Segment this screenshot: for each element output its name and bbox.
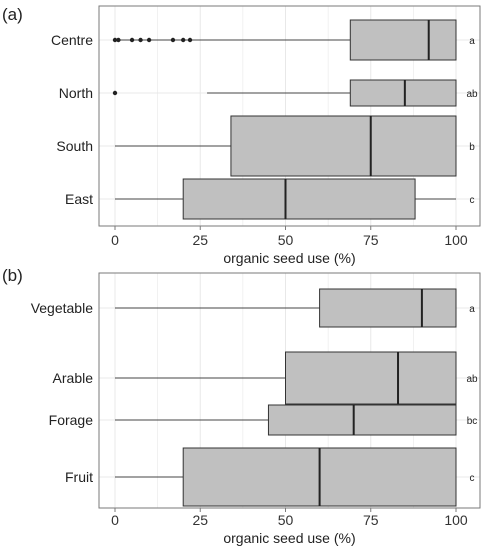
box-iqr bbox=[182, 178, 416, 220]
significance-letter: a bbox=[469, 304, 475, 315]
box-iqr bbox=[349, 79, 457, 107]
category-label: East bbox=[65, 191, 93, 207]
significance-letter: bc bbox=[467, 416, 478, 427]
panel-label: (b) bbox=[2, 266, 23, 285]
significance-letter: c bbox=[470, 195, 475, 206]
box-iqr bbox=[230, 115, 457, 177]
tick-label: 25 bbox=[192, 232, 208, 248]
tick-label: 75 bbox=[363, 512, 379, 528]
category-label: South bbox=[56, 138, 93, 154]
outlier-point bbox=[129, 37, 135, 43]
category-label: Centre bbox=[51, 32, 93, 48]
x-axis-title: organic seed use (%) bbox=[223, 530, 355, 546]
box-south: South b bbox=[56, 115, 475, 177]
significance-letter: ab bbox=[466, 374, 478, 385]
box-forage: Forage bc bbox=[49, 404, 478, 436]
box-iqr bbox=[267, 404, 457, 436]
category-label: Fruit bbox=[65, 469, 93, 485]
tick-label: 75 bbox=[363, 232, 379, 248]
category-label: Arable bbox=[53, 370, 94, 386]
panel-label: (a) bbox=[2, 5, 23, 24]
box-north: North ab bbox=[59, 79, 478, 107]
outlier-point bbox=[187, 37, 193, 43]
outlier-point bbox=[112, 90, 118, 96]
box-arable: Arable ab bbox=[53, 351, 478, 405]
category-label: North bbox=[59, 85, 93, 101]
tick-label: 50 bbox=[278, 512, 294, 528]
panel-1: (b) Vegetable a Arable ab Forage bc Fruit c 0 25 50… bbox=[2, 266, 481, 546]
tick-label: 25 bbox=[192, 512, 208, 528]
tick-label: 0 bbox=[111, 512, 119, 528]
category-label: Vegetable bbox=[31, 300, 93, 316]
panel-0: (a) Centre a North ab South b East c 0 25 50 75 100 or… bbox=[2, 5, 481, 266]
significance-letter: a bbox=[469, 36, 475, 47]
tick-label: 0 bbox=[111, 232, 119, 248]
outlier-point bbox=[170, 37, 176, 43]
box-iqr bbox=[349, 19, 457, 61]
outlier-point bbox=[112, 37, 118, 43]
significance-letter: b bbox=[469, 142, 475, 153]
outlier-point bbox=[138, 37, 143, 43]
outlier-point bbox=[181, 37, 186, 43]
box-fruit: Fruit c bbox=[65, 447, 475, 507]
tick-label: 50 bbox=[278, 232, 294, 248]
box-vegetable: Vegetable a bbox=[31, 288, 475, 328]
tick-label: 100 bbox=[444, 232, 468, 248]
x-axis-title: organic seed use (%) bbox=[223, 250, 355, 266]
box-iqr bbox=[319, 288, 457, 328]
outlier-point bbox=[146, 37, 152, 43]
box-east: East c bbox=[65, 178, 475, 220]
outlier-point bbox=[116, 37, 121, 43]
significance-letter: ab bbox=[466, 89, 478, 100]
significance-letter: c bbox=[470, 473, 475, 484]
plot-frame bbox=[98, 272, 481, 509]
box-iqr bbox=[285, 351, 457, 405]
box-centre: Centre a bbox=[51, 19, 475, 61]
category-label: Forage bbox=[49, 412, 94, 428]
tick-label: 100 bbox=[444, 512, 468, 528]
plot-frame bbox=[98, 5, 481, 227]
